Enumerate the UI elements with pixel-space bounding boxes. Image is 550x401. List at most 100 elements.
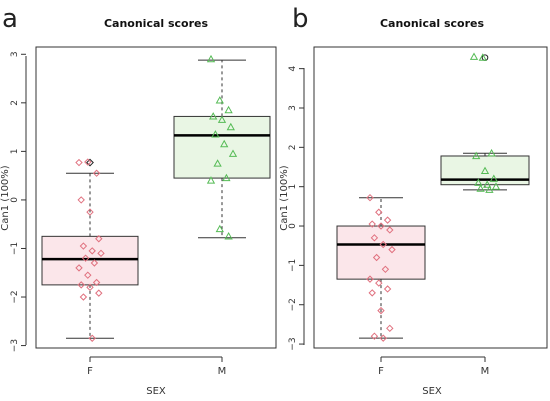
y-tick-label: 0 [288, 223, 298, 229]
data-point [379, 334, 387, 342]
data-point [95, 235, 103, 243]
x-axis-label-a: SEX [146, 386, 166, 397]
box-F [336, 193, 426, 342]
box-M [440, 52, 530, 193]
data-point [375, 279, 383, 287]
y-tick-label: 1 [288, 184, 298, 190]
data-point [478, 53, 487, 61]
boxes-a [41, 54, 271, 342]
y-tick-label: 2 [10, 100, 20, 106]
chart-title-b: Canonical scores [380, 17, 485, 30]
data-point [366, 275, 374, 283]
data-point [79, 293, 88, 301]
y-axis-label-b: Can1 (100%) [279, 165, 290, 230]
data-point [487, 148, 496, 157]
data-point [86, 283, 94, 292]
data-point [474, 178, 483, 186]
y-tick-label: 3 [288, 105, 298, 111]
y-tick-label: 3 [10, 51, 20, 57]
box-F [41, 158, 139, 342]
y-axis-label-a: Can1 (100%) [0, 165, 11, 230]
data-point [480, 166, 490, 175]
data-point [81, 254, 90, 262]
data-point [370, 234, 379, 242]
plot-frame-b [313, 46, 548, 349]
data-point [86, 208, 94, 216]
data-point [95, 289, 103, 297]
y-tick-label: −2 [288, 298, 298, 311]
chart-title-a: Canonical scores [104, 17, 209, 30]
data-point [213, 159, 222, 167]
x-tick-label: M [218, 366, 227, 377]
data-point [75, 158, 83, 167]
data-point [97, 249, 105, 258]
data-point [215, 96, 224, 104]
data-point [375, 208, 383, 216]
y-tick-label: 1 [10, 149, 20, 155]
y-ticks-b: −3 −2 −1 0 1 2 3 4 [288, 66, 304, 351]
data-point [84, 271, 92, 279]
data-point [209, 112, 218, 120]
data-point [372, 253, 381, 262]
data-point [472, 151, 481, 160]
data-point [366, 193, 374, 202]
data-point [77, 196, 85, 204]
y-tick-label: −1 [10, 242, 20, 255]
data-point [476, 184, 485, 192]
data-point [377, 222, 385, 230]
box-body [336, 225, 426, 280]
data-point [381, 265, 390, 274]
data-point [469, 52, 479, 60]
data-point [206, 176, 216, 184]
box-body [173, 115, 271, 179]
data-point [206, 54, 216, 63]
box-M [173, 54, 271, 240]
data-point [84, 158, 92, 166]
data-point [386, 226, 394, 234]
y-tick-label: −1 [288, 259, 298, 272]
x-tick-label: F [378, 366, 384, 377]
data-point [368, 220, 376, 228]
box-body [41, 235, 139, 286]
data-point [383, 216, 392, 224]
data-point [489, 174, 498, 182]
data-point [386, 324, 394, 333]
data-point [90, 259, 99, 267]
data-point [75, 264, 83, 272]
data-point [228, 149, 238, 157]
data-point [379, 240, 387, 249]
data-point [226, 122, 235, 131]
data-point [491, 182, 501, 190]
data-point [220, 139, 229, 148]
x-tick-label: M [481, 366, 490, 377]
y-tick-label: 0 [10, 197, 20, 203]
y-tick-label: −3 [288, 337, 298, 350]
boxes-b [336, 52, 530, 342]
x-tick-label: F [87, 366, 93, 377]
data-point [92, 169, 101, 177]
x-axis-label-b: SEX [422, 386, 442, 397]
data-point [388, 245, 396, 254]
outlier-point [86, 158, 94, 167]
y-tick-label: −2 [10, 290, 20, 303]
y-axis-a: −3 −2 −1 0 1 2 3 [10, 51, 27, 352]
plot-frame-a [35, 46, 277, 349]
y-tick-label: 2 [288, 144, 298, 150]
data-point [217, 115, 227, 123]
data-point [483, 180, 492, 188]
y-tick-label: 4 [288, 66, 298, 72]
data-point [88, 334, 96, 342]
data-point [211, 130, 220, 138]
y-tick-label: −3 [10, 339, 20, 352]
data-point [383, 285, 392, 293]
data-point [88, 247, 96, 255]
data-point [485, 185, 494, 193]
y-ticks-a: −3 −2 −1 0 1 2 3 [10, 51, 26, 352]
data-point [377, 306, 385, 315]
